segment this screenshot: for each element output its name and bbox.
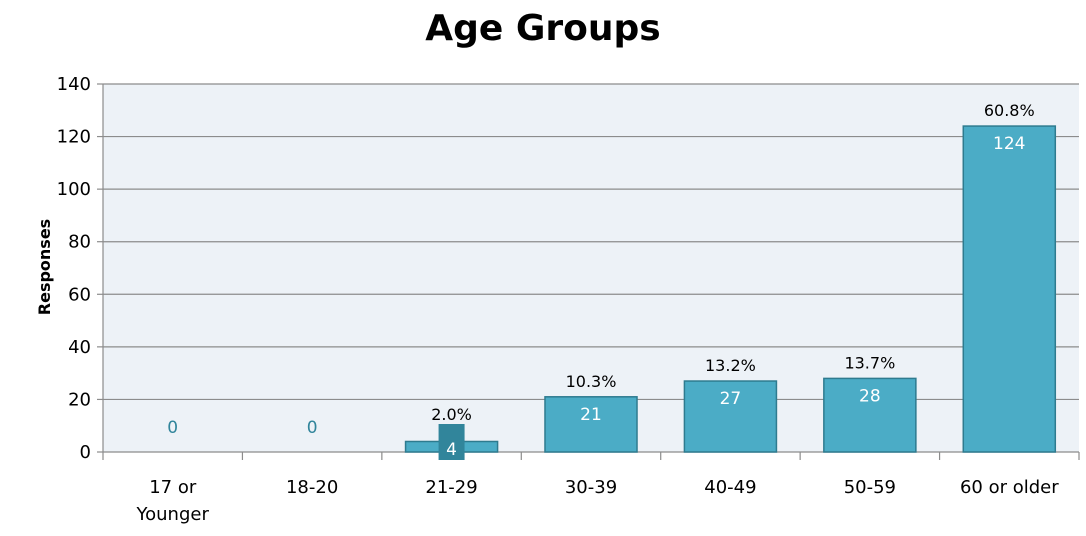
- bar: [544, 396, 638, 453]
- y-tick-label: 40: [68, 337, 91, 358]
- percent-label: 13.7%: [844, 353, 895, 372]
- value-label: 0: [167, 418, 178, 438]
- percent-label: 2.0%: [431, 405, 472, 424]
- bar: [962, 125, 1057, 453]
- value-label: 28: [859, 386, 881, 406]
- percent-label: 13.2%: [705, 356, 756, 375]
- percent-label: 10.3%: [566, 372, 617, 391]
- value-label: 21: [580, 405, 602, 425]
- y-tick-label: 20: [68, 389, 91, 410]
- y-tick-label: 120: [57, 127, 91, 148]
- x-tick-label: 18-20: [286, 477, 338, 498]
- y-tick-label: 60: [68, 284, 91, 305]
- y-tick-label: 140: [57, 74, 91, 95]
- x-tick-label: 17 or: [149, 477, 197, 498]
- y-tick-label: 0: [80, 442, 91, 463]
- y-axis-label: Responses: [35, 219, 54, 315]
- chart-title: Age Groups: [425, 8, 660, 49]
- value-label-box: [438, 424, 465, 460]
- x-tick-label: 30-39: [565, 477, 617, 498]
- x-tick-label: 60 or older: [960, 477, 1059, 498]
- x-tick-label: 21-29: [425, 477, 477, 498]
- value-label: 27: [720, 389, 742, 409]
- bar: [823, 377, 917, 453]
- bar: [683, 380, 778, 453]
- y-tick-label: 80: [68, 232, 91, 253]
- value-label: 0: [307, 418, 318, 438]
- value-label: 4: [446, 440, 457, 460]
- x-tick-label: 50-59: [844, 477, 896, 498]
- x-tick-label: 40-49: [704, 477, 756, 498]
- x-tick-label: Younger: [136, 504, 210, 525]
- percent-label: 60.8%: [984, 101, 1035, 120]
- y-tick-label: 100: [57, 179, 91, 200]
- value-label: 124: [993, 134, 1025, 154]
- plot-area: 0 20 40 60 80 100 120 140 0 17 or Younger 0 18-20 4 2.…: [57, 74, 1080, 525]
